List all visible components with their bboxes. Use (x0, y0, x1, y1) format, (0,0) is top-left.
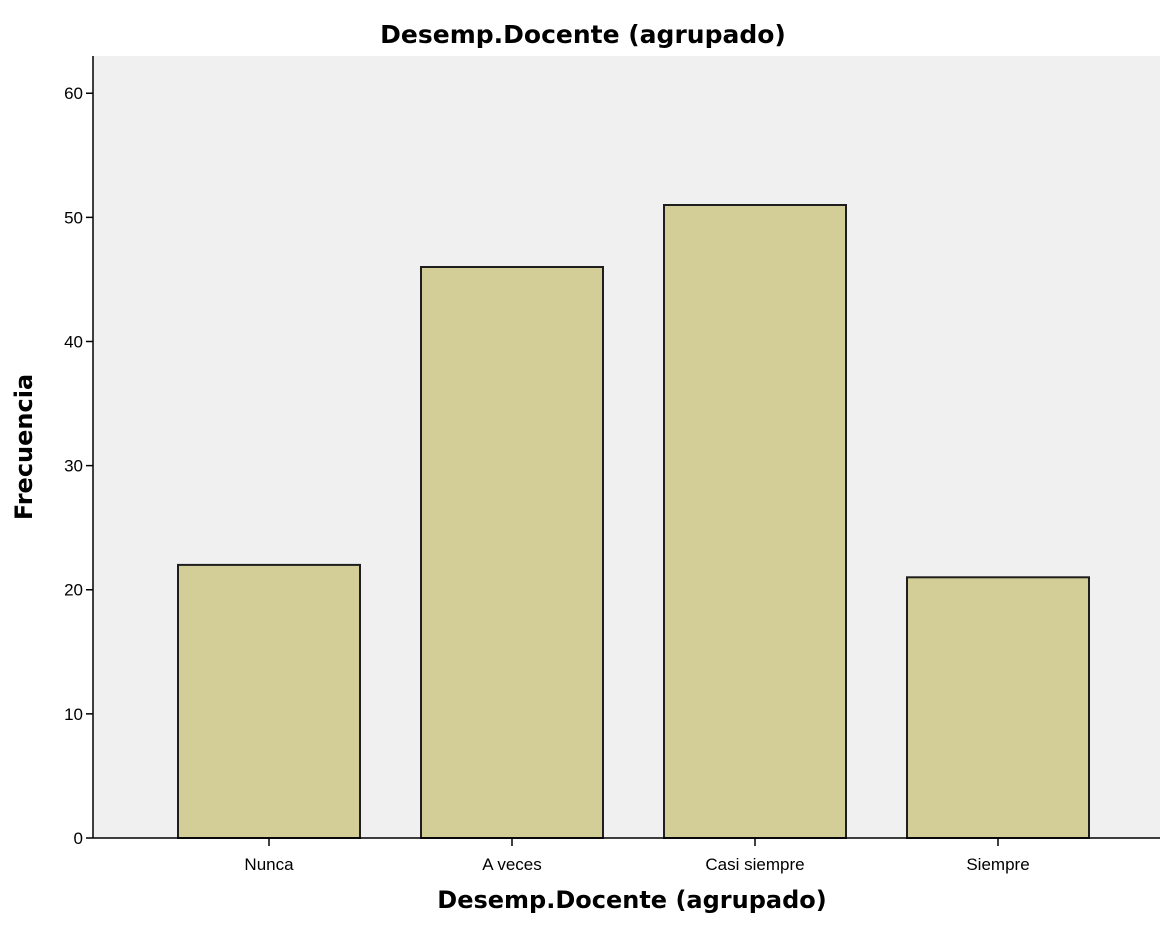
bars-layer (177, 204, 1090, 840)
y-axis: 0 10 20 30 40 50 60 (64, 56, 94, 848)
y-tick-label: 10 (64, 705, 83, 724)
y-axis-title: Frecuencia (10, 374, 38, 520)
x-axis-title: Desemp.Docente (agrupado) (437, 886, 826, 914)
bar-siempre (906, 576, 1090, 839)
y-tick-label: 60 (64, 84, 83, 103)
y-tick-label: 40 (64, 332, 83, 351)
y-tick-label: 50 (64, 208, 83, 227)
y-tick-label: 20 (64, 581, 83, 600)
x-tick-label: Nunca (244, 855, 294, 874)
x-tick-label: Siempre (966, 855, 1029, 874)
x-axis: Nunca A veces Casi siempre Siempre (93, 837, 1160, 874)
bar-casi-siempre (663, 204, 847, 839)
chart-title: Desemp.Docente (agrupado) (380, 20, 786, 49)
bar-a-veces (420, 266, 604, 839)
y-tick-label: 0 (74, 829, 83, 848)
x-tick-label: Casi siempre (705, 855, 804, 874)
x-tick-label: A veces (482, 855, 542, 874)
bar-nunca (177, 563, 361, 840)
y-tick-label: 30 (64, 457, 83, 476)
